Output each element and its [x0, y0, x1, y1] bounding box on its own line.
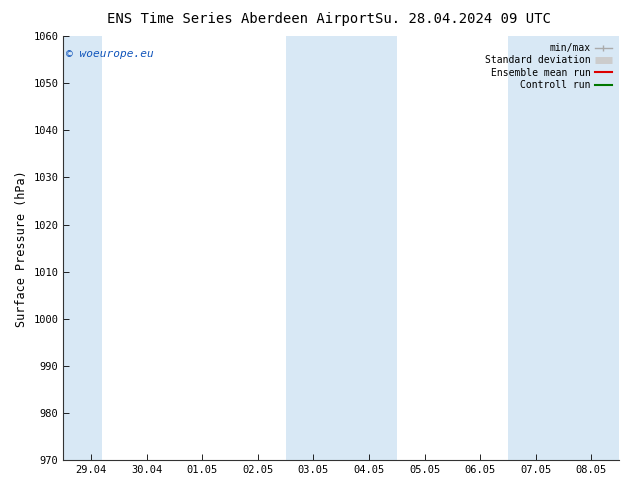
Text: Su. 28.04.2024 09 UTC: Su. 28.04.2024 09 UTC [375, 12, 551, 26]
Text: © woeurope.eu: © woeurope.eu [66, 49, 154, 59]
Text: ENS Time Series Aberdeen Airport: ENS Time Series Aberdeen Airport [107, 12, 375, 26]
Bar [63, 36, 102, 460]
Bar [286, 36, 397, 460]
Bar [508, 36, 624, 460]
Y-axis label: Surface Pressure (hPa): Surface Pressure (hPa) [15, 170, 28, 326]
Legend: min/max, Standard deviation, Ensemble mean run, Controll run: min/max, Standard deviation, Ensemble me… [483, 41, 614, 92]
